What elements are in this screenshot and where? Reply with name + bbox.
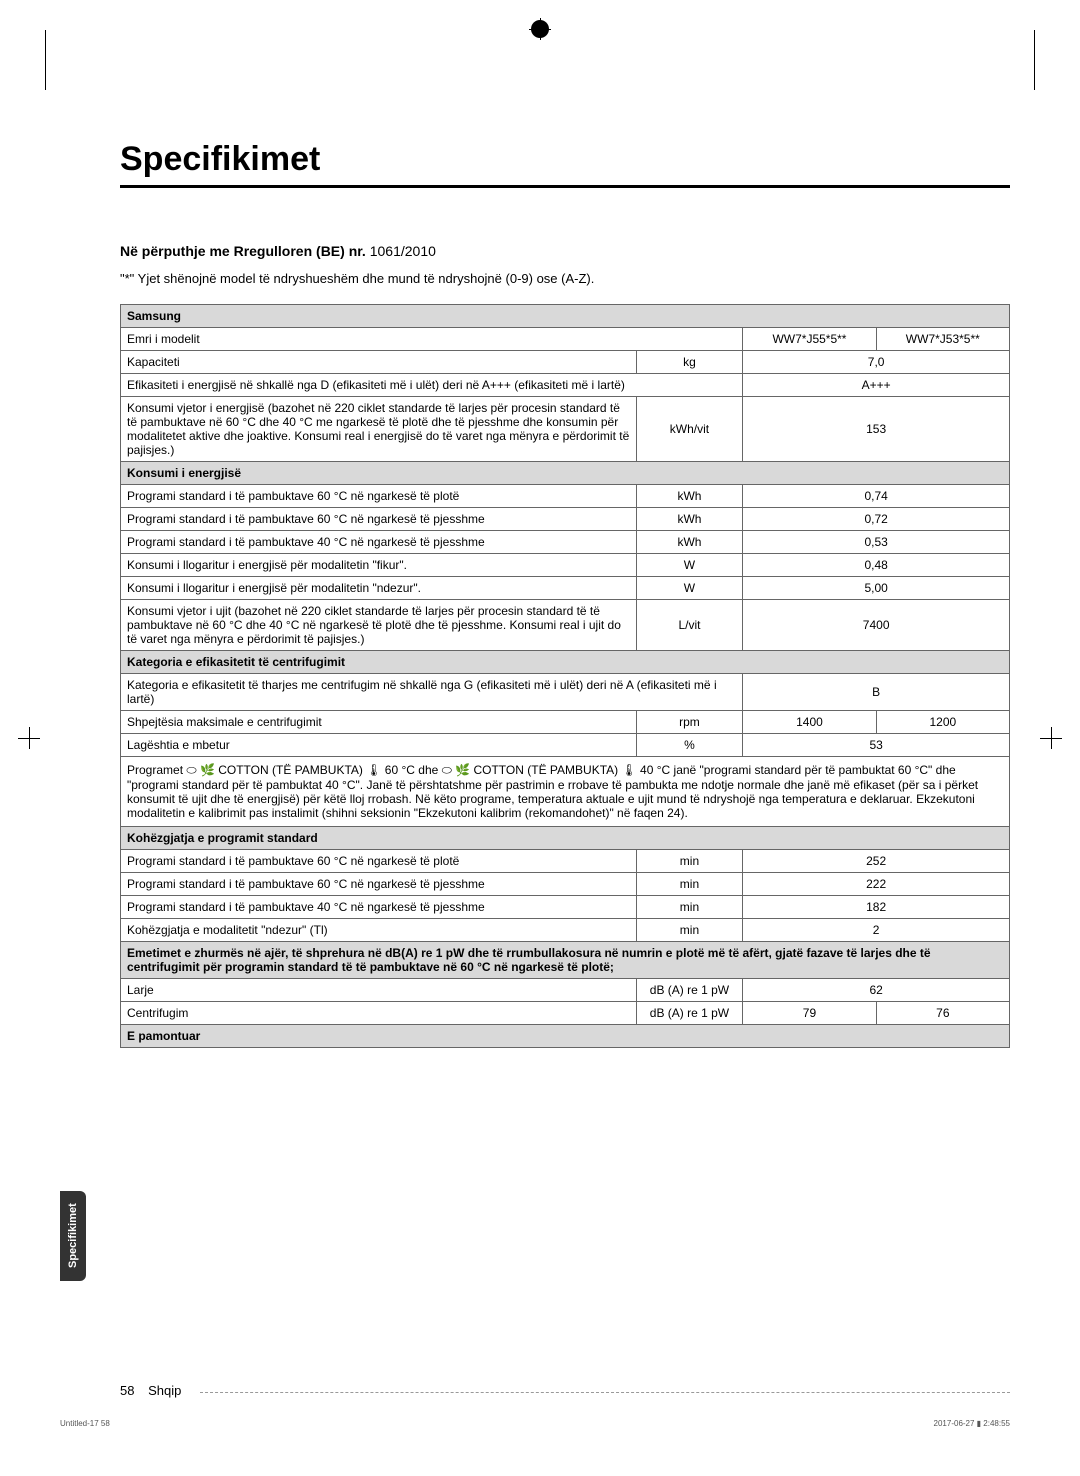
max-spin-unit: rpm: [636, 711, 743, 734]
energy-row-label: Programi standard i të pambuktave 60 °C …: [121, 508, 637, 531]
energy-row-value: 0,74: [743, 485, 1010, 508]
print-meta-right: 2017-06-27 ▮ 2:48:55: [934, 1419, 1010, 1428]
unmounted: E pamontuar: [121, 1025, 1010, 1048]
crop-mark-left: [18, 727, 40, 749]
annual-water-label: Konsumi vjetor i ujit (bazohet në 220 ci…: [121, 600, 637, 651]
page-title: Specifikimet: [120, 140, 1010, 179]
spin-class-value: B: [743, 674, 1010, 711]
duration-row-label: Programi standard i të pambuktave 60 °C …: [121, 850, 637, 873]
energy-row-label: Konsumi i llogaritur i energjisë për mod…: [121, 554, 637, 577]
energy-row-label: Programi standard i të pambuktave 40 °C …: [121, 531, 637, 554]
crop-mark-top: [529, 18, 551, 40]
duration-section: Kohëzgjatja e programit standard: [121, 827, 1010, 850]
long-desc: Programet ⬭ 🌿 COTTON (TË PAMBUKTA) 🌡 60 …: [121, 757, 1010, 827]
moisture-value: 53: [743, 734, 1010, 757]
annual-water-value: 7400: [743, 600, 1010, 651]
max-spin-v2: 1200: [876, 711, 1009, 734]
capacity-label: Kapaciteti: [121, 351, 637, 374]
duration-row-label: Kohëzgjatja e modalitetit "ndezur" (Tl): [121, 919, 637, 942]
regulation-line: Në përputhje me Rregulloren (BE) nr. 106…: [120, 243, 1010, 261]
noise-centr-unit: dB (A) re 1 pW: [636, 1002, 743, 1025]
energy-row-value: 0,48: [743, 554, 1010, 577]
annual-energy-unit: kWh/vit: [636, 397, 743, 462]
duration-row-value: 222: [743, 873, 1010, 896]
crop-mark-right: [1040, 727, 1062, 749]
noise-header: Emetimet e zhurmës në ajër, të shprehura…: [121, 942, 1010, 979]
energy-row-unit: kWh: [636, 508, 743, 531]
annual-energy-value: 153: [743, 397, 1010, 462]
corner-mark: [45, 30, 46, 90]
duration-row-label: Programi standard i të pambuktave 60 °C …: [121, 873, 637, 896]
annual-water-unit: L/vit: [636, 600, 743, 651]
noise-larje-value: 62: [743, 979, 1010, 1002]
capacity-unit: kg: [636, 351, 743, 374]
regulation-label: Në përputhje me Rregulloren (BE) nr.: [120, 243, 366, 259]
capacity-value: 7,0: [743, 351, 1010, 374]
page-footer: 58 Shqip: [120, 1383, 181, 1398]
energy-section: Konsumi i energjisë: [121, 462, 1010, 485]
energy-row-value: 0,53: [743, 531, 1010, 554]
energy-row-unit: kWh: [636, 531, 743, 554]
spin-section: Kategoria e efikasitetit të centrifugimi…: [121, 651, 1010, 674]
energy-row-label: Programi standard i të pambuktave 60 °C …: [121, 485, 637, 508]
model-label: Emri i modelit: [121, 328, 743, 351]
brand-cell: Samsung: [121, 305, 1010, 328]
moisture-unit: %: [636, 734, 743, 757]
corner-mark: [1034, 30, 1035, 90]
footer-line: [200, 1392, 1010, 1393]
energy-row-label: Konsumi i llogaritur i energjisë për mod…: [121, 577, 637, 600]
regulation-number: 1061/2010: [366, 243, 436, 259]
noise-centr-label: Centrifugim: [121, 1002, 637, 1025]
efficiency-label: Efikasiteti i energjisë në shkallë nga D…: [121, 374, 743, 397]
model-2: WW7*J53*5**: [876, 328, 1009, 351]
duration-row-value: 252: [743, 850, 1010, 873]
side-tab: Specifikimet: [60, 1191, 86, 1281]
duration-row-unit: min: [636, 873, 743, 896]
duration-row-unit: min: [636, 919, 743, 942]
moisture-label: Lagështia e mbetur: [121, 734, 637, 757]
energy-row-unit: W: [636, 554, 743, 577]
duration-row-label: Programi standard i të pambuktave 40 °C …: [121, 896, 637, 919]
duration-row-unit: min: [636, 896, 743, 919]
max-spin-label: Shpejtësia maksimale e centrifugimit: [121, 711, 637, 734]
annual-energy-label: Konsumi vjetor i energjisë (bazohet në 2…: [121, 397, 637, 462]
energy-row-unit: W: [636, 577, 743, 600]
noise-larje-label: Larje: [121, 979, 637, 1002]
title-underline: [120, 185, 1010, 188]
noise-larje-unit: dB (A) re 1 pW: [636, 979, 743, 1002]
duration-row-value: 2: [743, 919, 1010, 942]
noise-centr-v2: 76: [876, 1002, 1009, 1025]
energy-row-value: 0,72: [743, 508, 1010, 531]
model-1: WW7*J55*5**: [743, 328, 876, 351]
efficiency-value: A+++: [743, 374, 1010, 397]
duration-row-unit: min: [636, 850, 743, 873]
duration-row-value: 182: [743, 896, 1010, 919]
energy-row-value: 5,00: [743, 577, 1010, 600]
spec-table: Samsung Emri i modelit WW7*J55*5** WW7*J…: [120, 304, 1010, 1048]
print-meta-left: Untitled-17 58: [60, 1419, 110, 1428]
note-text: "*" Yjet shënojnë model të ndryshueshëm …: [120, 271, 1010, 286]
energy-row-unit: kWh: [636, 485, 743, 508]
page-lang: Shqip: [148, 1383, 181, 1398]
spin-class-label: Kategoria e efikasitetit të tharjes me c…: [121, 674, 743, 711]
noise-centr-v1: 79: [743, 1002, 876, 1025]
page-number: 58: [120, 1383, 134, 1398]
max-spin-v1: 1400: [743, 711, 876, 734]
